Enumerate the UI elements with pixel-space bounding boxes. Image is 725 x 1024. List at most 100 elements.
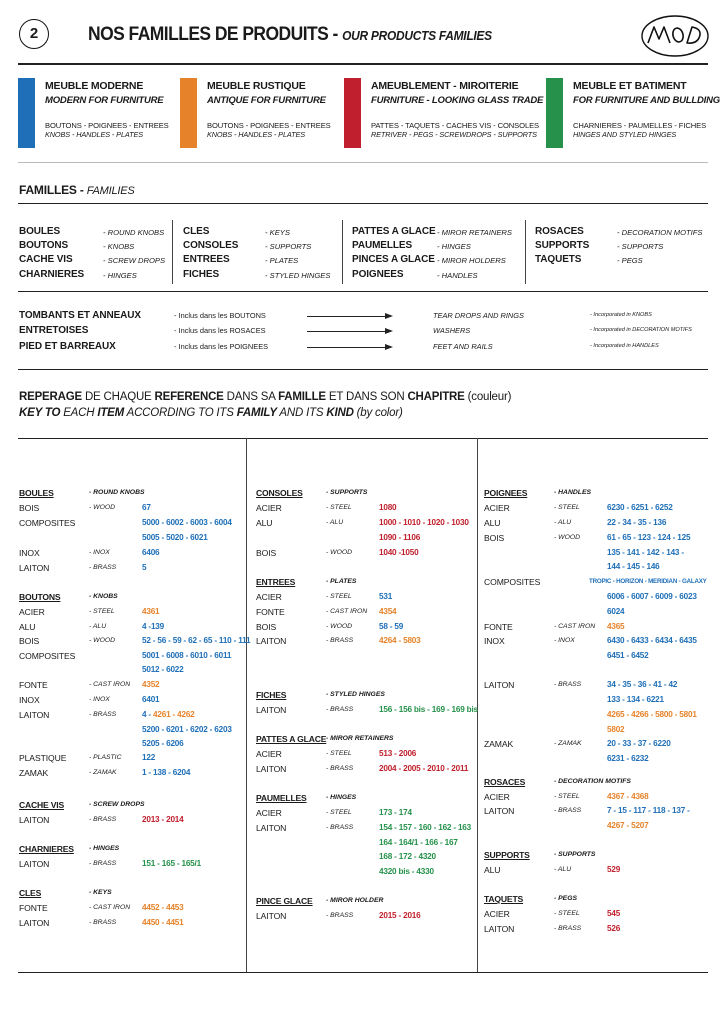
included-item-en: FEET AND RAILS [433,342,493,351]
chapter-heading-en: - SUPPORTS [554,851,596,858]
family-item-en: - STYLED HINGES [265,271,331,280]
reference-numbers: 5012 - 6022 [142,665,184,674]
family-items: CHARNIERES - PAUMELLES - FICHES [573,121,707,130]
family-item-en: - KEYS [265,228,290,237]
chapter-heading: TAQUETS [484,894,524,904]
chapter-heading: ENTREES [256,577,296,587]
reference-numbers: 5000 - 6002 - 6003 - 6004 [142,518,232,527]
page-number: 2 [19,19,49,49]
family-color-bar [18,78,35,148]
reference-numbers: 122 [142,753,155,762]
reference-code: 1080 [379,503,397,512]
family-item: POIGNEES [352,269,404,280]
included-item: TOMBANTS ET ANNEAUX [19,310,141,321]
material-en: - CAST IRON [89,904,131,911]
material: LAITON [19,710,50,720]
reference-code: 5005 - 5020 - 6021 [142,533,208,542]
material: COMPOSITES [19,518,76,528]
key-text: FAMILY [236,407,277,419]
reference-code: 4367 - 4368 [607,792,649,801]
chapter-heading-en: - KEYS [89,889,112,896]
family-items: PATTES - TAQUETS - CACHES VIS - CONSOLES [371,121,540,130]
chapter-heading-en: - PLATES [326,578,357,585]
reference-code: 5802 [607,725,625,734]
family-name-en: ANTIQUE FOR FURNITURE [207,95,326,106]
reference-numbers: 2015 - 2016 [379,911,421,920]
chapter-heading: CHARNIERES [19,844,74,854]
reference-code: 5200 - 6201 - 6202 - 6203 [142,725,232,734]
reference-numbers: 67 [142,503,151,512]
material: LAITON [256,636,287,646]
material: BOIS [256,622,277,632]
reference-code: 5001 - 6008 - 6010 - 6011 [142,651,232,660]
family-item-en: - HINGES [437,242,471,251]
families-heading: FAMILLES - FAMILIES [19,183,135,197]
reference-numbers: 1 - 138 - 6204 [142,768,190,777]
material: ALU [484,518,501,528]
material-en: - ALU [554,866,572,873]
reference-numbers: 4264 - 5803 [379,636,421,645]
family-item: CACHE VIS [19,254,73,265]
reference-numbers: 4 - 4261 - 4262 [142,710,195,719]
material-en: - ZAMAK [89,769,117,776]
reference-code: 7 - 15 - 117 - 118 - 137 - [607,806,690,815]
chapter-heading-en: - HINGES [326,794,357,801]
reference-code: 2004 - 2005 - 2010 - 2011 [379,764,469,773]
reference-numbers: 34 - 35 - 36 - 41 - 42 [607,680,677,689]
title-fr: NOS FAMILLES DE PRODUITS - [88,24,343,45]
family-item-en: - PEGS [617,256,643,265]
material-en: - INOX [554,637,575,644]
included-item: PIED ET BARREAUX [19,341,116,352]
included-rule [18,369,708,370]
family-item: CHARNIERES [19,269,85,280]
material: COMPOSITES [484,577,541,587]
reference-numbers: 1090 - 1106 [379,533,420,542]
families-title-en: FAMILIES [86,185,135,197]
table-column-divider [246,438,247,972]
reference-numbers: 531 [379,592,392,601]
table-top-rule [18,438,708,439]
reference-code: TROPIC - HORIZON - MERIDIAN - GALAXY [589,578,707,585]
family-item: PATTES A GLACE [352,226,436,237]
family-item-en: - HANDLES [437,271,478,280]
reference-numbers: 526 [607,924,620,933]
material-en: - BRASS [326,637,354,644]
key-text: (by color) [353,407,403,419]
family-item: CLES [183,226,210,237]
material-en: - WOOD [326,549,353,556]
reference-numbers: 5001 - 6008 - 6010 - 6011 [142,651,231,660]
key-text: CHAPITRE [407,391,465,403]
material-en: - ALU [326,519,344,526]
chapter-heading: ROSACES [484,777,526,787]
reference-code: 168 - 172 - 4320 [379,852,436,861]
material: ALU [256,518,273,528]
reference-code: 58 - 59 [379,622,404,631]
family-name-en: MODERN FOR FURNITURE [45,95,164,106]
family-items-en: KNOBS - HANDLES - PLATES [207,130,306,139]
family-items-en: RETRIVER - PEGS - SCREWDROPS - SUPPORTS [371,130,537,139]
reference-code: 144 - 145 - 146 [607,562,660,571]
reference-code: 4 -139 [142,622,165,631]
chapter-heading: BOULES [19,488,54,498]
material: ZAMAK [484,739,514,749]
reference-numbers: 5802 [607,725,625,734]
reference-numbers: 156 - 156 bis - 169 - 169 bis [379,705,478,714]
family-items-en: KNOBS - HANDLES - PLATES [45,130,144,139]
material-en: - WOOD [89,504,116,511]
material: ACIER [256,592,282,602]
material: LAITON [19,815,50,825]
key-text: FAMILLE [278,391,326,403]
reference-code: 67 [142,503,151,512]
reference-code: 6451 - 6452 [607,651,649,660]
material-en: - STEEL [554,504,580,511]
family-block: MEUBLE MODERNE MODERN FOR FURNITURE BOUTON… [18,78,188,148]
title-en: OUR PRODUCTS FAMILIES [342,28,492,43]
material-en: - ZAMAK [554,740,582,747]
chapter-heading: PATTES A GLACE [256,734,327,744]
material: LAITON [256,911,287,921]
family-block: MEUBLE RUSTIQUE ANTIQUE FOR FURNITURE BOUT… [180,78,350,148]
material-en: - BRASS [89,919,117,926]
arrow-line [307,331,387,332]
family-name: MEUBLE MODERNE [45,80,144,92]
arrow-head-icon [385,312,393,319]
